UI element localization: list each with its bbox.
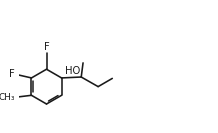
Text: CH₃: CH₃ [0, 93, 15, 102]
Text: HO: HO [65, 66, 80, 76]
Text: F: F [9, 69, 15, 79]
Text: F: F [44, 42, 49, 52]
